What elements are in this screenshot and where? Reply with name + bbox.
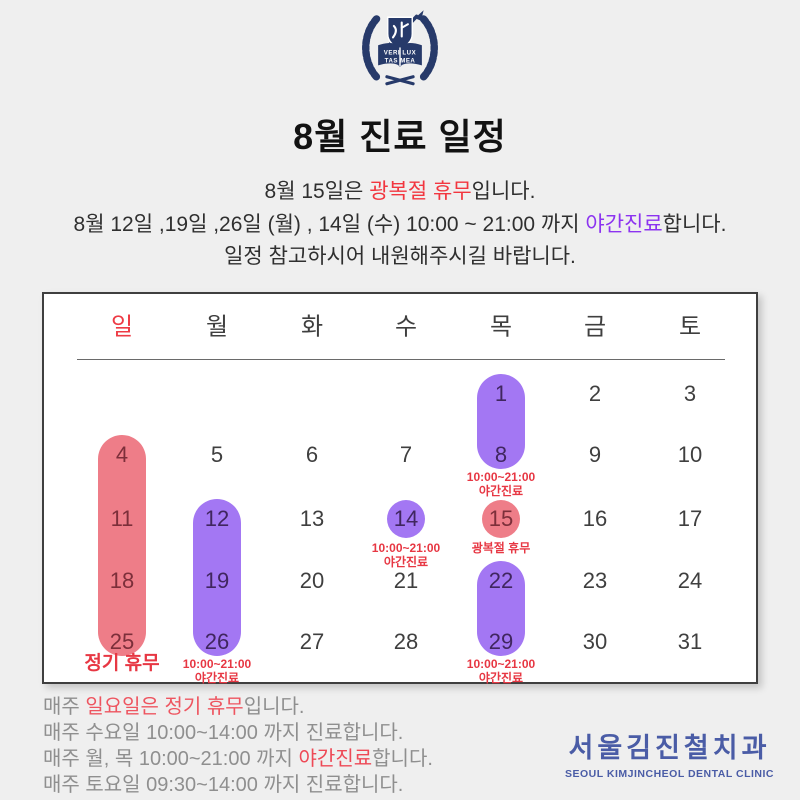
text-segment: 매주 토요일 09:30~14:00 까지 진료합니다.: [43, 774, 404, 796]
highlight-wednesday-night-14: [387, 500, 425, 538]
calendar-date-31: 31: [677, 629, 703, 654]
highlight-thursday-night-1-8: [477, 374, 525, 469]
motto-line-1: VERI LUX: [384, 49, 417, 56]
calendar-date-20: 20: [299, 568, 325, 593]
calendar-date-19: 19: [204, 568, 230, 593]
shield-monogram: [391, 21, 409, 39]
highlight-label-thursday-night-1-8: 10:00~21:00 야간진료: [466, 470, 536, 498]
highlight-liberation-day-15: [482, 500, 520, 538]
calendar-date-22: 22: [488, 568, 514, 593]
calendar-date-25: 25: [109, 629, 135, 654]
calendar-date-30: 30: [582, 629, 608, 654]
weekday-header-6: 토: [678, 313, 702, 341]
notice-line-2: 8월 12일 ,19일 ,26일 (월) , 14일 (수) 10:00 ~ 2…: [0, 209, 800, 242]
calendar-date-16: 16: [582, 506, 608, 531]
calendar-date-21: 21: [393, 568, 419, 593]
calendar-date-23: 23: [582, 568, 608, 593]
laurel-right: [418, 13, 438, 81]
text-segment: 야간진료: [585, 212, 663, 236]
highlight-monday-night-12-19-26: [193, 499, 241, 656]
text-segment: 8월 15일은: [264, 180, 370, 203]
clinic-name-english: SEOUL KIMJINCHEOL DENTAL CLINIC: [565, 768, 774, 780]
university-crest-logo: VERI LUX TAS MEA: [362, 10, 438, 86]
footer-note-3: 매주 월, 목 10:00~21:00 까지 야간진료합니다.: [43, 746, 433, 772]
clinic-name-korean: 서울김진철치과: [568, 733, 771, 763]
calendar-date-8: 8: [494, 442, 508, 467]
highlight-label-wednesday-night-14: 10:00~21:00 야간진료: [371, 541, 441, 569]
text-segment: 합니다.: [662, 212, 727, 236]
calendar-date-5: 5: [210, 442, 224, 467]
calendar-date-4: 4: [115, 442, 129, 467]
weekday-header-3: 수: [394, 313, 418, 341]
text-segment: 입니다.: [471, 180, 536, 203]
torch-flame: [414, 10, 424, 21]
page-title: 8월 진료 일정: [293, 116, 507, 157]
highlight-label-thursday-night-22-29: 10:00~21:00 야간진료: [466, 657, 536, 685]
footer-notes: 매주 일요일은 정기 휴무입니다. 매주 수요일 10:00~14:00 까지 …: [43, 694, 433, 798]
calendar-date-10: 10: [677, 442, 703, 467]
motto-line-2: TAS MEA: [385, 57, 416, 64]
weekday-header-0: 일: [110, 313, 134, 341]
notice-line-1: 8월 15일은 광복절 휴무입니다.: [0, 176, 800, 209]
notice-line-3: 일정 참고하시어 내원해주시길 바랍니다.: [0, 241, 800, 274]
text-segment: 야간진료: [298, 748, 373, 770]
calendar-date-13: 13: [299, 506, 325, 531]
calendar-date-7: 7: [399, 442, 413, 467]
text-segment: 일요일은 정기 휴무: [85, 696, 244, 718]
calendar-date-29: 29: [488, 629, 514, 654]
text-segment: 매주 월, 목 10:00~21:00 까지: [43, 748, 299, 770]
calendar-date-1: 1: [494, 381, 508, 406]
header-divider: [77, 359, 725, 360]
laurel-left: [362, 13, 382, 81]
weekday-header-1: 월: [205, 313, 229, 341]
highlight-label-sunday-regular-closed: 정기 휴무: [84, 653, 160, 674]
weekday-header-4: 목: [489, 313, 513, 341]
notice-block: 8월 15일은 광복절 휴무입니다. 8월 12일 ,19일 ,26일 (월) …: [0, 176, 800, 274]
text-segment: 일정 참고하시어 내원해주시길 바랍니다.: [224, 245, 576, 268]
laurel-stems: [385, 75, 415, 86]
clinic-logo: 서울김진철치과 SEOUL KIMJINCHEOL DENTAL CLINIC: [565, 726, 774, 780]
calendar-date-24: 24: [677, 568, 703, 593]
calendar-date-11: 11: [110, 506, 134, 531]
text-segment: 매주 수요일 10:00~14:00 까지 진료합니다.: [43, 722, 404, 744]
text-segment: 매주: [43, 696, 86, 718]
calendar-date-15: 15: [488, 506, 514, 531]
text-segment: 광복절 휴무: [369, 180, 472, 203]
footer-note-1: 매주 일요일은 정기 휴무입니다.: [43, 694, 433, 720]
weekday-header-5: 금: [583, 313, 607, 341]
calendar-date-3: 3: [683, 381, 697, 406]
highlight-label-monday-night-12-19-26: 10:00~21:00 야간진료: [182, 657, 252, 685]
calendar-date-6: 6: [305, 442, 319, 467]
calendar-date-17: 17: [677, 506, 703, 531]
text-segment: 합니다.: [372, 748, 433, 770]
highlight-label-liberation-day-15: 광복절 휴무: [471, 541, 531, 555]
calendar-date-18: 18: [109, 568, 135, 593]
highlight-thursday-night-22-29: [477, 561, 525, 656]
calendar-date-27: 27: [299, 629, 325, 654]
footer-note-4: 매주 토요일 09:30~14:00 까지 진료합니다.: [43, 772, 433, 798]
weekday-header-2: 화: [300, 313, 324, 341]
text-segment: 입니다.: [243, 696, 305, 718]
calendar-date-14: 14: [393, 506, 419, 531]
calendar-date-26: 26: [204, 629, 230, 654]
highlight-sunday-regular-closed: [98, 435, 146, 656]
calendar-date-2: 2: [588, 381, 602, 406]
calendar-date-12: 12: [204, 506, 230, 531]
calendar-date-9: 9: [588, 442, 602, 467]
text-segment: 8월 12일 ,19일 ,26일 (월) , 14일 (수) 10:00 ~ 2…: [73, 212, 586, 236]
calendar-date-28: 28: [393, 629, 419, 654]
footer-note-2: 매주 수요일 10:00~14:00 까지 진료합니다.: [43, 720, 433, 746]
